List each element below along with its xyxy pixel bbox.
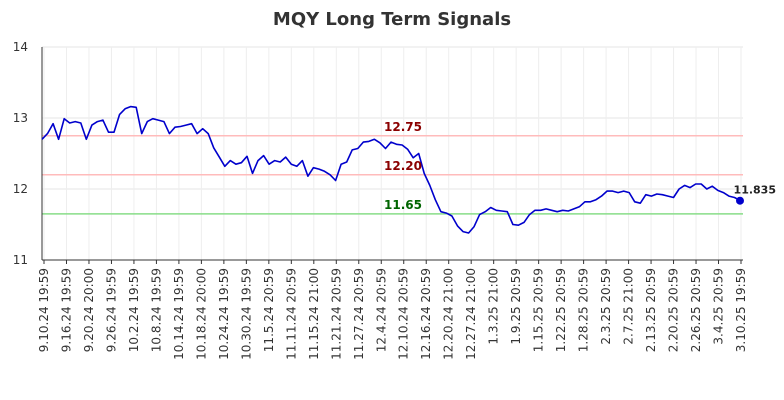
- y-tick-label: 14: [13, 40, 28, 54]
- y-tick-labels: 11 12 13 14: [13, 40, 28, 267]
- last-value-marker: [736, 196, 744, 205]
- x-tick-label: 11.21.24 20:59: [329, 268, 343, 360]
- axes: [41, 47, 743, 264]
- reference-label: 11.65: [384, 198, 422, 212]
- series-layer: [41, 105, 741, 234]
- x-tick-label: 10.8.24 19:59: [149, 268, 163, 352]
- x-tick-label: 1.9.25 20:59: [509, 268, 523, 345]
- price-line: [41, 105, 741, 234]
- x-tick-label: 1.15.25 20:59: [532, 268, 546, 352]
- x-tick-label: 1.22.25 20:59: [554, 268, 568, 352]
- x-tick-label: 12.10.24 20:59: [397, 268, 411, 360]
- reference-label: 12.20: [384, 159, 422, 173]
- reference-labels: 12.75 12.20 11.65: [384, 120, 422, 212]
- x-tick-label: 9.10.24 19:59: [37, 268, 51, 352]
- x-tick-label: 1.28.25 20:59: [577, 268, 591, 352]
- x-tick-label: 3.10.25 19:59: [734, 268, 748, 352]
- x-tick-label: 11.5.24 20:59: [262, 268, 276, 352]
- x-tick-label: 2.3.25 20:59: [599, 268, 613, 345]
- chart-title: MQY Long Term Signals: [273, 9, 511, 30]
- x-tick-label: 12.20.24 21:00: [442, 268, 456, 360]
- last-value-label: 11.835: [734, 184, 776, 197]
- x-tick-label: 12.16.24 20:59: [419, 268, 433, 360]
- y-tick-label: 11: [13, 253, 28, 267]
- x-tick-label: 2.20.25 20:59: [667, 268, 681, 352]
- reference-label: 12.75: [384, 120, 422, 134]
- x-tick-label: 1.3.25 21:00: [487, 268, 501, 345]
- x-tick-label: 3.4.25 20:59: [712, 268, 726, 345]
- x-tick-label: 10.24.24 19:59: [217, 268, 231, 360]
- reference-lines: [42, 135, 743, 215]
- x-tick-label: 11.11.24 20:59: [284, 268, 298, 360]
- x-tick-label: 10.14.24 19:59: [172, 268, 186, 360]
- x-tick-label: 9.20.24 20:00: [82, 268, 96, 352]
- y-tick-label: 13: [13, 111, 28, 125]
- x-tick-label: 11.27.24 20:59: [352, 268, 366, 360]
- x-tick-label: 10.2.24 19:59: [127, 268, 141, 352]
- last-value: 11.835: [734, 184, 776, 205]
- y-tick-label: 12: [13, 182, 28, 196]
- x-tick-label: 10.30.24 19:59: [239, 268, 253, 360]
- x-tick-label: 10.18.24 20:00: [194, 268, 208, 360]
- x-tick-label: 2.26.25 20:59: [689, 268, 703, 352]
- x-tick-label: 2.13.25 20:59: [644, 268, 658, 352]
- x-tick-label: 9.16.24 19:59: [59, 268, 73, 352]
- x-tick-label: 12.4.24 20:59: [374, 268, 388, 352]
- x-tick-label: 11.15.24 21:00: [307, 268, 321, 360]
- x-tick-labels: 9.10.24 19:59 9.16.24 19:59 9.20.24 20:00 9…: [37, 268, 748, 360]
- x-tick-label: 2.7.25 21:00: [622, 268, 636, 345]
- grid: [42, 46, 743, 261]
- x-tick-label: 12.27.24 21:00: [464, 268, 478, 360]
- x-tick-label: 9.26.24 19:59: [104, 268, 118, 352]
